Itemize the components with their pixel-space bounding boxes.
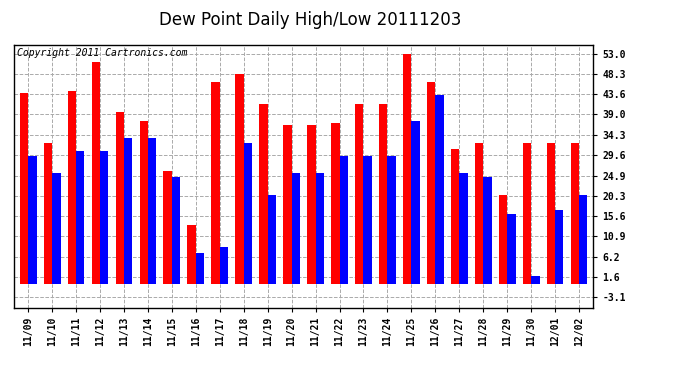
Bar <box>451 149 460 284</box>
Bar <box>100 151 108 284</box>
Bar <box>172 177 180 284</box>
Bar <box>579 195 587 284</box>
Bar <box>339 156 348 284</box>
Bar <box>52 173 61 284</box>
Bar <box>283 125 292 284</box>
Bar <box>76 151 84 284</box>
Bar <box>555 210 564 284</box>
Bar <box>188 225 196 284</box>
Bar <box>259 104 268 284</box>
Bar <box>331 123 339 284</box>
Bar <box>475 142 483 284</box>
Bar <box>148 138 157 284</box>
Bar <box>435 95 444 284</box>
Bar <box>523 142 531 284</box>
Bar <box>116 112 124 284</box>
Bar <box>531 276 540 284</box>
Bar <box>28 156 37 284</box>
Bar <box>196 253 204 284</box>
Bar <box>411 121 420 284</box>
Bar <box>546 142 555 284</box>
Bar <box>364 156 372 284</box>
Bar <box>427 82 435 284</box>
Bar <box>307 125 315 284</box>
Bar <box>68 90 76 284</box>
Bar <box>507 214 515 284</box>
Bar <box>571 142 579 284</box>
Bar <box>124 138 132 284</box>
Bar <box>315 173 324 284</box>
Bar <box>268 195 276 284</box>
Bar <box>164 171 172 284</box>
Bar <box>403 54 411 284</box>
Bar <box>292 173 300 284</box>
Bar <box>379 104 387 284</box>
Text: Dew Point Daily High/Low 20111203: Dew Point Daily High/Low 20111203 <box>159 11 462 29</box>
Bar <box>139 121 148 284</box>
Bar <box>235 74 244 284</box>
Bar <box>499 195 507 284</box>
Bar <box>355 104 364 284</box>
Bar <box>460 173 468 284</box>
Bar <box>43 142 52 284</box>
Bar <box>483 177 491 284</box>
Text: Copyright 2011 Cartronics.com: Copyright 2011 Cartronics.com <box>17 48 187 58</box>
Bar <box>387 156 396 284</box>
Bar <box>92 62 100 284</box>
Bar <box>220 247 228 284</box>
Bar <box>244 142 252 284</box>
Bar <box>20 93 28 284</box>
Bar <box>211 82 220 284</box>
